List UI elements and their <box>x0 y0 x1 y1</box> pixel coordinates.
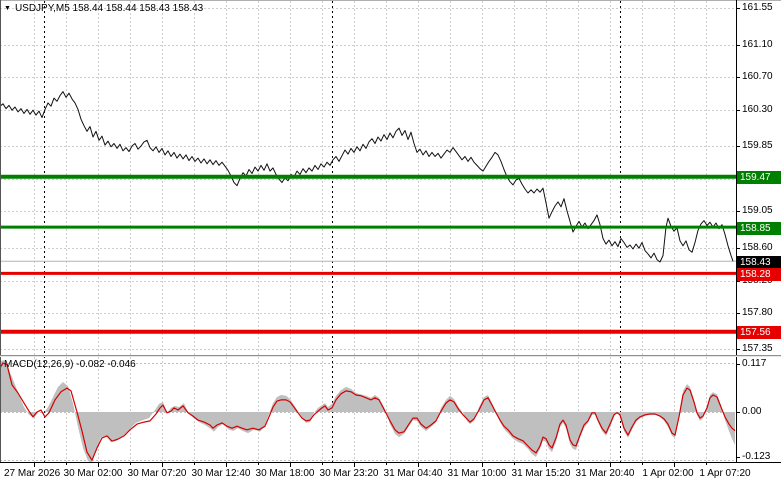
time-axis-label: 30 Mar 02:00 <box>63 468 123 479</box>
time-axis-label: 1 Apr 02:00 <box>642 468 694 479</box>
price-axis-label: 157.80 <box>742 307 773 318</box>
macd-histogram-area <box>0 360 735 463</box>
level-price-badge[interactable]: 158.85 <box>737 221 781 235</box>
price-axis-label: 161.10 <box>742 39 773 50</box>
time-axis-label: 31 Mar 20:40 <box>575 468 635 479</box>
price-axis-label: 160.70 <box>742 71 773 82</box>
macd-axis-label: 0.117 <box>742 358 767 369</box>
price-axis-label: 157.35 <box>742 343 773 354</box>
symbol-ohlc-text: USDJPY,M5 158.44 158.44 158.43 158.43 <box>14 3 204 14</box>
bid-price-badge: 158.43 <box>737 255 781 269</box>
macd-signal-line <box>0 362 736 461</box>
level-price-badge[interactable]: 159.47 <box>737 170 781 184</box>
price-axis-label: 158.60 <box>742 242 773 253</box>
time-axis-label: 30 Mar 23:20 <box>319 468 379 479</box>
symbol-ohlc-label: ▼ USDJPY,M5 158.44 158.44 158.43 158.43 <box>4 3 203 14</box>
level-price-badge[interactable]: 158.28 <box>737 267 781 281</box>
price-line <box>0 91 734 263</box>
quick-trade-dropdown-icon[interactable]: ▼ <box>4 4 11 12</box>
time-axis-label: 27 Mar 2026 <box>4 468 61 479</box>
macd-axis-label: 0.00 <box>742 406 762 417</box>
price-axis-label: 160.30 <box>742 104 773 115</box>
price-axis-label: 159.05 <box>742 205 773 216</box>
time-axis-label: 1 Apr 07:20 <box>699 468 751 479</box>
price-axis-label: 159.85 <box>742 140 773 151</box>
time-axis-label: 30 Mar 18:00 <box>255 468 315 479</box>
time-axis-label: 31 Mar 10:00 <box>447 468 507 479</box>
time-axis-label: 30 Mar 12:40 <box>191 468 251 479</box>
price-axis-label: 161.55 <box>742 2 773 13</box>
time-axis-label: 31 Mar 04:40 <box>383 468 443 479</box>
price-axis-label: 158.20 <box>742 275 773 286</box>
time-axis-label: 30 Mar 07:20 <box>127 468 187 479</box>
time-axis-label: 31 Mar 15:20 <box>511 468 571 479</box>
macd-axis-label: -0.123 <box>742 451 771 462</box>
macd-indicator-label: MACD(12,26,9) -0.082 -0.046 <box>4 359 136 370</box>
level-price-badge[interactable]: 157.56 <box>737 325 781 339</box>
